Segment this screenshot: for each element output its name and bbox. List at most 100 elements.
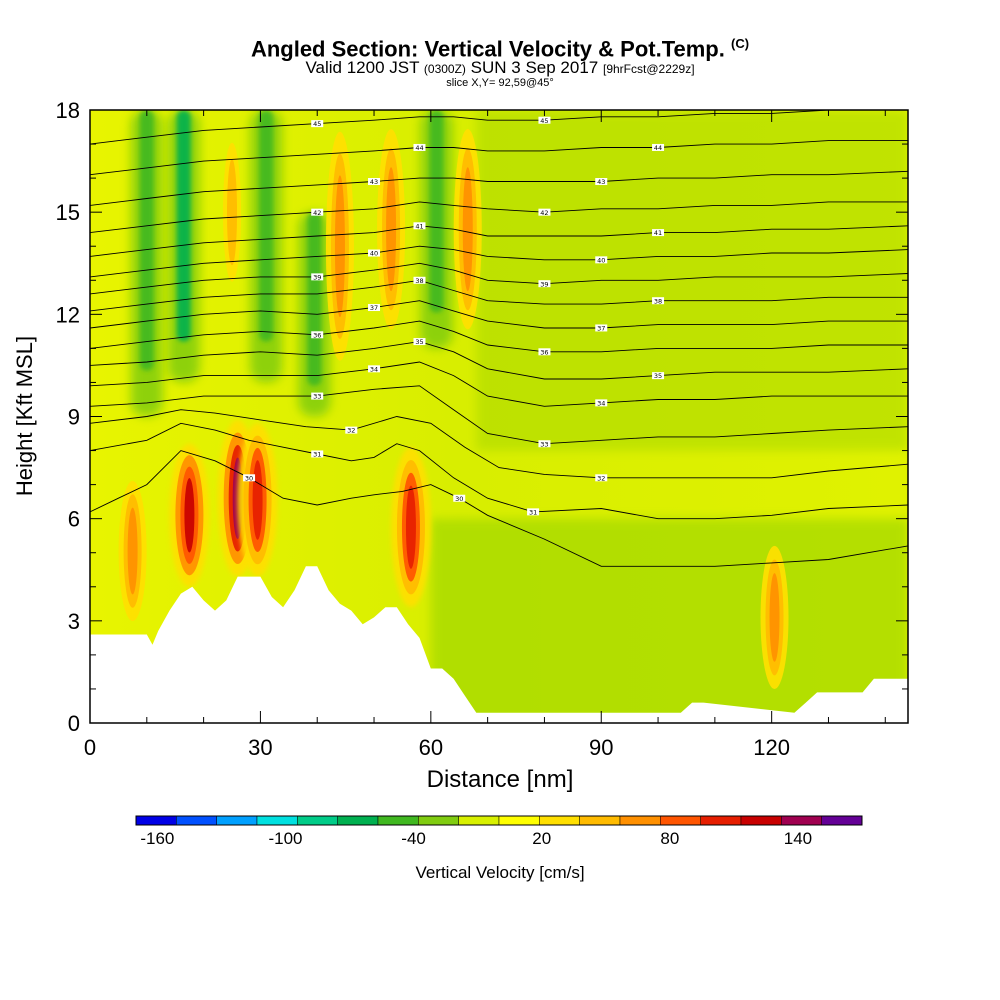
y-tick-label: 15 [56,200,80,225]
isentrope-label-bg [652,372,665,380]
isentrope-label-bg [538,348,551,356]
x-tick-label: 30 [248,735,272,760]
isentrope-line [90,385,908,445]
isentrope-label: 30 [455,495,463,503]
isentrope-label: 44 [654,144,662,152]
isentrope-line [90,422,908,520]
isentrope-label: 44 [415,144,423,152]
isentrope-label: 45 [540,117,548,125]
y-tick-label: 18 [56,98,80,123]
chart-title-text: Angled Section: Vertical Velocity & Pot.… [250,36,725,62]
isentrope-label: 38 [415,277,423,285]
isentrope-label: 43 [597,178,605,186]
slice-text: slice X,Y= 92,59@45° [446,77,554,89]
subtitle-forecast: [9hrFcst@2229z] [603,62,695,76]
isentrope-label-bg [311,208,324,216]
downdraft-core [429,110,444,313]
isentrope-label-bg [311,450,324,458]
colorbar-swatch [619,815,661,826]
isentrope-label: 40 [370,250,378,258]
isentrope-label-bg [538,440,551,448]
colorbar-swatch [700,815,742,826]
downdraft-core [139,110,154,371]
isentrope-label: 35 [654,372,662,380]
isentrope-label-bg [652,297,665,305]
isentrope-label: 41 [415,222,423,230]
colorbar-tick-label: 140 [784,829,812,848]
isentrope-label-bg [595,324,608,332]
isentrope-line [90,262,908,295]
isentrope-line [90,409,908,479]
colorbar-swatch [579,815,621,826]
colorbar-swatch [740,815,782,826]
isentrope-label: 37 [597,325,605,333]
colorbar-swatch [498,815,540,826]
colorbar-border [135,815,863,826]
updraft-column [252,460,263,540]
colorbar-swatch [458,815,500,826]
isentrope-label: 36 [540,348,548,356]
updraft-column [386,167,397,292]
updraft-column [405,485,416,569]
downdraft-core [259,110,274,342]
y-tick-label: 9 [68,405,80,430]
colorbar-swatch [337,815,379,826]
isentrope-label: 34 [597,399,605,407]
y-tick-label: 0 [68,711,80,736]
isentrope-label: 36 [313,331,321,339]
terrain [90,566,908,723]
isentrope-line [90,225,908,257]
colorbar-swatch [256,815,298,826]
x-axis-label: Distance [nm] [426,766,574,793]
isentrope-label: 43 [370,178,378,186]
colorbar-swatch [135,815,177,826]
colorbar-swatch [821,815,863,826]
isentrope-line [90,140,908,176]
colorbar-tick-label: 80 [660,829,679,848]
isentrope-label: 39 [313,273,321,281]
isentrope-line [90,361,908,407]
isentrope-label-bg [368,178,381,186]
subtitle-date: SUN 3 Sep 2017 [470,58,599,77]
x-tick-label: 90 [589,735,613,760]
isentrope-label: 33 [540,440,548,448]
isentrope-label: 32 [597,474,605,482]
isentrope-label-bg [368,249,381,257]
subtitle-utc: (0300Z) [423,62,466,76]
colorbar-swatch [418,815,459,826]
isentrope-line [90,279,908,312]
isentrope-line [90,320,908,353]
colorbar-swatch [176,815,217,826]
isentrope-label: 45 [313,120,321,128]
isentrope-label: 42 [540,209,548,217]
chart-title: Angled Section: Vertical Velocity & Pot.… [0,36,1000,62]
isentrope-label: 34 [370,365,378,373]
field-zone-lower-right [430,518,908,723]
isentrope-label-bg [595,474,608,482]
isentrope-label: 37 [370,304,378,312]
colorbar-tick-label: -100 [268,829,302,848]
x-tick-label: 60 [419,735,443,760]
updraft-column [462,167,473,292]
isentrope-label-bg [413,276,426,284]
isentrope-label: 40 [597,256,605,264]
x-tick-label: 120 [753,735,790,760]
isentrope-label-bg [345,426,358,434]
isentrope-label-bg [652,229,665,237]
isentrope-label-bg [453,494,466,502]
isentrope-label: 42 [313,209,321,217]
colorbar-tick-label: 20 [532,829,551,848]
isentrope-label-bg [311,331,324,339]
isentrope-label-bg [413,222,426,230]
colorbar-swatch [660,815,701,826]
isentrope-line [90,201,908,234]
isentrope-label: 38 [654,297,662,305]
isentrope-label-bg [311,273,324,281]
isentrope-label: 39 [540,280,548,288]
isentrope-label-bg [527,508,540,516]
isentrope-line [90,341,908,380]
isentrope-label-bg [538,280,551,288]
isentrope-label: 35 [415,338,423,346]
isentrope-line [90,245,908,278]
isentrope-line [90,110,908,145]
